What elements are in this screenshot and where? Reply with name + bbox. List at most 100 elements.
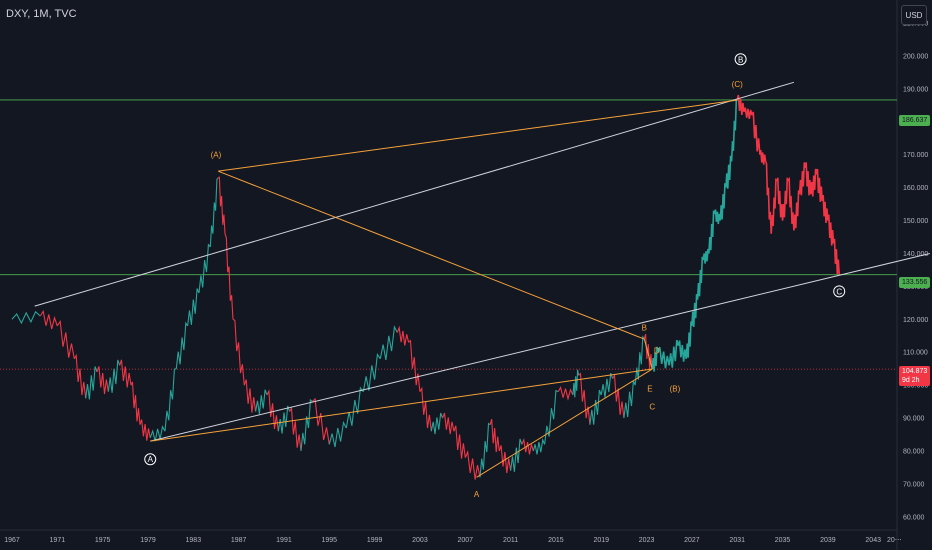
price-series-segment <box>821 195 829 223</box>
y-tick-label: 140.000 <box>903 251 928 258</box>
x-tick-label: 1991 <box>276 537 292 544</box>
price-series-segment <box>311 397 330 445</box>
price-series-segment <box>770 177 778 234</box>
y-tick-label: 150.000 <box>903 218 928 225</box>
channel-trendline[interactable] <box>34 81 795 307</box>
price-series-segment <box>453 425 466 459</box>
y-tick-label: 100.000 <box>903 383 928 390</box>
price-series-segment <box>696 256 704 300</box>
price-series-segment <box>544 389 559 445</box>
price-series-segment <box>85 366 98 400</box>
price-series-segment <box>209 177 219 247</box>
x-tick-label: 2011 <box>503 537 518 544</box>
price-series-segment <box>677 340 687 362</box>
price-series-segment <box>266 389 279 432</box>
x-tick-label: 1987 <box>231 537 247 544</box>
wave-trendline[interactable] <box>150 368 653 442</box>
price-series-segment <box>11 310 41 325</box>
x-tick-label: 1971 <box>50 537 66 544</box>
price-series-segment <box>107 359 121 393</box>
price-series-segment <box>815 168 823 202</box>
y-tick-label: 200.000 <box>903 53 928 60</box>
x-tick-label: 2043 <box>865 537 881 544</box>
price-series-segment <box>651 346 659 372</box>
currency-unit-button[interactable]: USD <box>901 5 927 25</box>
price-series-segment <box>130 381 141 425</box>
wave-trendline[interactable] <box>476 368 653 478</box>
price-series-segment <box>685 321 693 359</box>
bar-countdown: 9d 2h <box>902 377 920 384</box>
price-series-segment <box>96 366 109 395</box>
price-series-segment <box>793 190 801 231</box>
wave-label: (B) <box>670 384 681 393</box>
price-series-segment <box>827 214 835 246</box>
price-series-segment <box>743 107 753 120</box>
price-series-segment <box>557 386 574 401</box>
y-tick-label: 160.000 <box>903 185 928 192</box>
price-series-segment <box>668 339 680 368</box>
price-series-segment <box>255 389 268 415</box>
x-tick-label: 1995 <box>321 537 337 544</box>
y-tick-label: 190.000 <box>903 86 928 93</box>
symbol-title: DXY, 1M, TVC <box>6 8 77 20</box>
price-series-segment <box>600 373 614 398</box>
price-series-segment <box>510 438 523 472</box>
x-tick-label: 1999 <box>367 537 383 544</box>
price-series-segment <box>612 373 625 419</box>
wave-trendline[interactable] <box>643 338 653 370</box>
price-series-segment <box>589 389 602 425</box>
wave-label: (C) <box>732 80 743 89</box>
price-tag-level-high: 186.637 <box>899 115 931 126</box>
y-tick-label: 120.000 <box>903 317 928 324</box>
y-tick-label: 110.000 <box>903 350 928 357</box>
price-series-segment <box>578 372 591 425</box>
wave-label: (A) <box>211 151 222 160</box>
price-series-segment <box>243 379 257 413</box>
price-series-segment <box>634 335 645 386</box>
price-tag-last-price: 104.873 9d 2h <box>899 366 931 386</box>
price-series-segment <box>277 405 291 434</box>
x-tick-label: 1979 <box>140 537 156 544</box>
price-series-segment <box>713 209 721 225</box>
price-series-segment <box>56 319 75 359</box>
price-series-segment <box>73 353 87 399</box>
price-series-segment <box>396 325 410 346</box>
price-series-segment <box>708 210 716 254</box>
price-series-segment <box>810 168 818 197</box>
price-series-segment <box>489 419 500 453</box>
x-tick-label: 1983 <box>186 537 202 544</box>
price-series-segment <box>164 368 177 432</box>
price-series-segment <box>224 233 234 320</box>
wave-label-circle <box>144 453 157 466</box>
price-series-segment <box>781 177 789 221</box>
x-tick-label: 2003 <box>412 537 428 544</box>
channel-trendline[interactable] <box>150 252 930 442</box>
wave-label: B <box>738 55 743 64</box>
wave-trendline[interactable] <box>218 99 738 172</box>
price-series-segment <box>119 359 132 388</box>
wave-label: C <box>649 403 655 412</box>
price-series-segment <box>787 176 795 231</box>
price-series-segment <box>198 243 211 294</box>
x-tick-label: 2015 <box>548 537 564 544</box>
price-series-segment <box>572 369 580 398</box>
wave-label: A <box>474 490 480 499</box>
wave-trendline[interactable] <box>218 170 645 340</box>
price-series-segment <box>804 162 812 196</box>
price-series-segment <box>328 420 347 448</box>
price-series-segment <box>149 425 166 442</box>
y-tick-label: 90.000 <box>903 416 925 423</box>
price-series-segment <box>442 412 455 435</box>
last-price-value: 104.873 <box>902 368 928 375</box>
price-series-segment <box>751 111 761 155</box>
x-tick-label: 2027 <box>684 537 700 544</box>
price-series-segment <box>479 422 491 478</box>
wave-label: E <box>647 384 652 393</box>
price-series-segment <box>832 238 840 275</box>
wave-label: B <box>642 324 647 333</box>
price-series-segment <box>764 160 772 234</box>
price-series-segment <box>759 150 767 165</box>
price-series-segment <box>345 386 364 429</box>
